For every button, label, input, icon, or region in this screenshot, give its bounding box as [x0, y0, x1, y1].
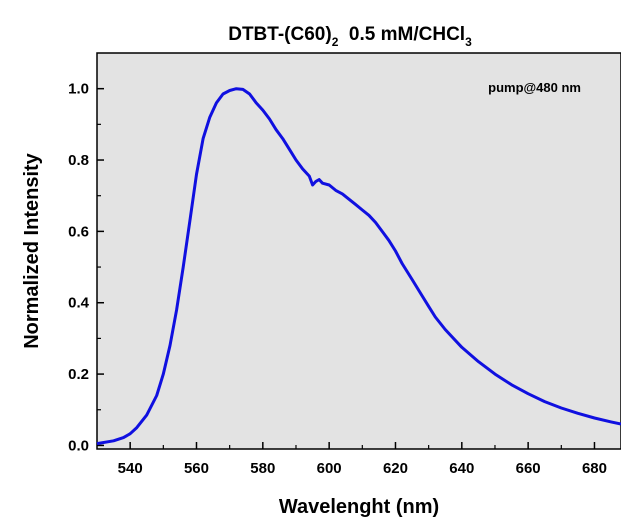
- x-axis: 540 560 580 600 620 640 660 680: [118, 442, 607, 477]
- x-tick-label: 580: [250, 460, 275, 477]
- y-axis-label: Normalized Intensity: [21, 152, 43, 348]
- title-main: DTBT-(C60): [228, 24, 331, 45]
- y-axis: 0.0 0.2 0.4 0.6 0.8 1.0: [68, 81, 104, 454]
- x-tick-label: 640: [449, 460, 474, 477]
- chart-title: DTBT-(C60)2 0.5 mM/CHCl3: [228, 24, 472, 49]
- x-tick-label: 620: [383, 460, 408, 477]
- pump-annotation: pump@480 nm: [488, 80, 581, 95]
- x-tick-label: 680: [582, 460, 607, 477]
- plot-area: [96, 52, 621, 450]
- title-sub-1: 2: [332, 35, 339, 49]
- series-line: [96, 87, 621, 446]
- x-tick-label: 560: [184, 460, 209, 477]
- y-tick-label: 1.0: [68, 81, 89, 98]
- x-tick-label: 600: [317, 460, 342, 477]
- title-sub-2: 3: [465, 35, 472, 49]
- x-tick-label: 540: [118, 460, 143, 477]
- x-tick-label: 660: [516, 460, 541, 477]
- y-tick-label: 0.8: [68, 152, 89, 169]
- y-tick-label: 0.4: [68, 295, 90, 312]
- title-mid: 0.5 mM/CHCl: [338, 24, 465, 45]
- y-tick-label: 0.0: [68, 437, 89, 454]
- y-tick-label: 0.6: [68, 223, 89, 240]
- x-axis-label: Wavelenght (nm): [279, 496, 439, 518]
- y-tick-label: 0.2: [68, 366, 89, 383]
